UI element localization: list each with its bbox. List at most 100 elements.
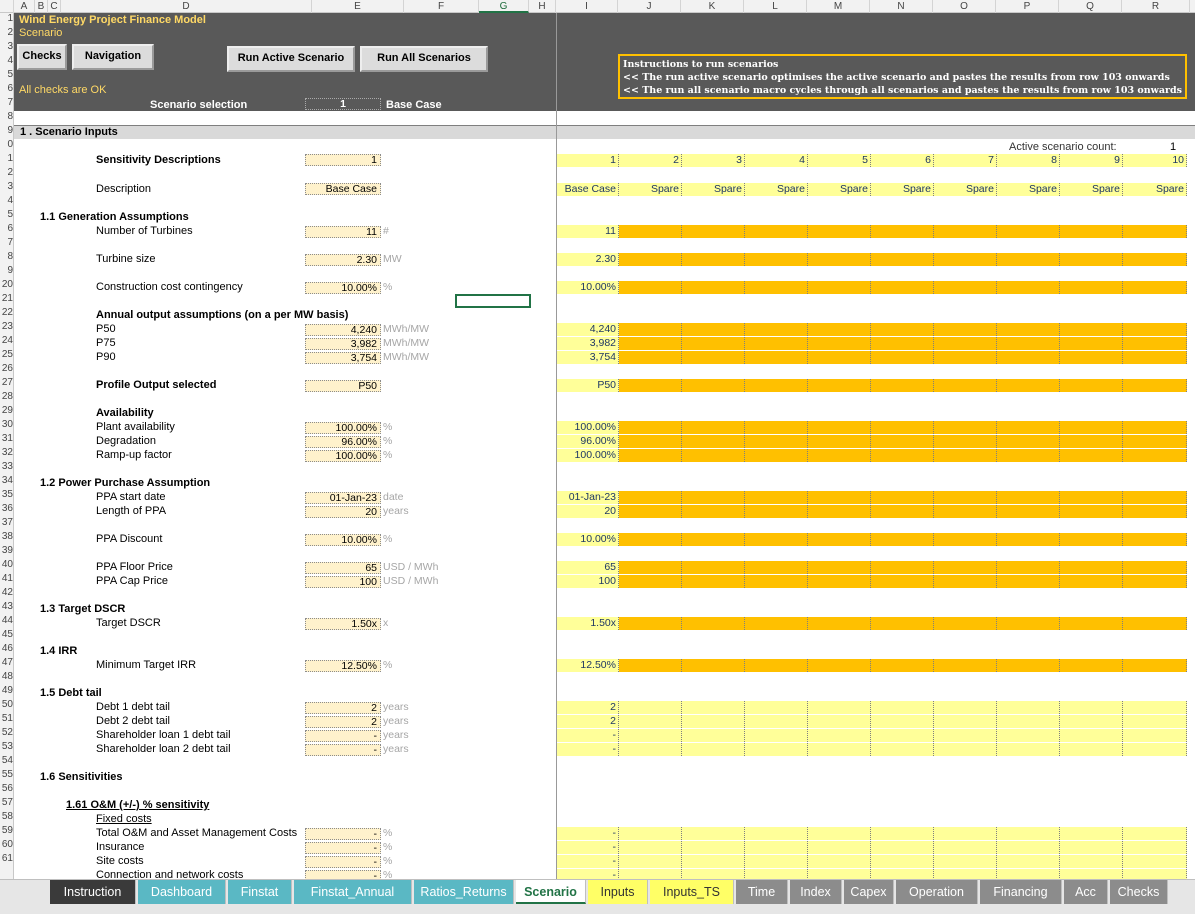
- p50-input[interactable]: 4,240: [305, 324, 381, 336]
- scenario-input-cell[interactable]: [619, 449, 682, 462]
- scenario-input-cell[interactable]: [619, 701, 682, 714]
- contingency-input[interactable]: 10.00%: [305, 282, 381, 294]
- scenario-input-cell[interactable]: [871, 435, 934, 448]
- column-header-p[interactable]: P: [996, 0, 1059, 13]
- column-header-d[interactable]: D: [61, 0, 312, 13]
- scenario-input-cell[interactable]: [808, 715, 871, 728]
- scenario-input-cell[interactable]: [871, 855, 934, 868]
- scenario-input-cell[interactable]: [619, 253, 682, 266]
- scenario-input-cell[interactable]: [619, 533, 682, 546]
- scenario-input-cell[interactable]: [745, 659, 808, 672]
- scenario-name-cell[interactable]: Spare: [808, 183, 871, 196]
- scenario-input-cell[interactable]: [1060, 435, 1123, 448]
- row-header[interactable]: 54: [1, 755, 13, 766]
- profile-scenario-cell[interactable]: P50: [557, 379, 619, 392]
- row-header[interactable]: 60: [1, 839, 13, 850]
- irr-scenario-cell[interactable]: 12.50%: [557, 659, 619, 672]
- scenario-input-cell[interactable]: [808, 337, 871, 350]
- scenario-input-cell[interactable]: [808, 659, 871, 672]
- row-header[interactable]: 22: [1, 307, 13, 318]
- column-header-m[interactable]: M: [807, 0, 870, 13]
- scenario-input-cell[interactable]: [808, 449, 871, 462]
- scenario-input-cell[interactable]: [619, 827, 682, 840]
- row-header[interactable]: 36: [1, 503, 13, 514]
- row-header[interactable]: 9: [7, 125, 13, 136]
- row-header[interactable]: 61: [1, 853, 13, 864]
- scenario-input-cell[interactable]: [682, 729, 745, 742]
- row-header[interactable]: 2: [7, 27, 13, 38]
- scenario-input-cell[interactable]: [934, 841, 997, 854]
- scenario-input-cell[interactable]: [619, 323, 682, 336]
- scenario-input-cell[interactable]: [934, 281, 997, 294]
- sh1-scenario-cell[interactable]: -: [557, 729, 619, 742]
- p50-scenario-cell[interactable]: 4,240: [557, 323, 619, 336]
- scenario-input-cell[interactable]: [1060, 491, 1123, 504]
- scenario-input-cell[interactable]: [745, 351, 808, 364]
- row-header[interactable]: 38: [1, 531, 13, 542]
- scenario-input-cell[interactable]: [1060, 449, 1123, 462]
- scenario-input-cell[interactable]: [1060, 841, 1123, 854]
- row-header[interactable]: 4: [7, 195, 13, 206]
- scenario-input-cell[interactable]: [808, 379, 871, 392]
- row-header[interactable]: 8: [7, 111, 13, 122]
- scenario-input-cell[interactable]: [808, 827, 871, 840]
- column-header-b[interactable]: B: [35, 0, 48, 13]
- rampup-input[interactable]: 100.00%: [305, 450, 381, 462]
- column-header-f[interactable]: F: [404, 0, 479, 13]
- scenario-input-cell[interactable]: [934, 379, 997, 392]
- scenario-input-cell[interactable]: [1060, 659, 1123, 672]
- scenario-input-cell[interactable]: [871, 659, 934, 672]
- scenario-input-cell[interactable]: [619, 561, 682, 574]
- scenario-name-cell[interactable]: Spare: [997, 183, 1060, 196]
- scenario-input-cell[interactable]: [997, 701, 1060, 714]
- scenario-input-cell[interactable]: [871, 337, 934, 350]
- column-header-o[interactable]: O: [933, 0, 996, 13]
- scenario-input-cell[interactable]: [1123, 841, 1187, 854]
- row-header[interactable]: 3: [7, 181, 13, 192]
- site-input[interactable]: -: [305, 856, 381, 868]
- scenario-input-cell[interactable]: [619, 225, 682, 238]
- ppa-cap-scenario-cell[interactable]: 100: [557, 575, 619, 588]
- scenario-input-cell[interactable]: [1060, 323, 1123, 336]
- scenario-input-cell[interactable]: [1123, 533, 1187, 546]
- scenario-input-cell[interactable]: [808, 617, 871, 630]
- ppa-cap-input[interactable]: 100: [305, 576, 381, 588]
- select-all-corner[interactable]: [0, 0, 14, 13]
- scenario-input-cell[interactable]: [1123, 421, 1187, 434]
- row-header[interactable]: 49: [1, 685, 13, 696]
- ppa-discount-input[interactable]: 10.00%: [305, 534, 381, 546]
- scenario-input-cell[interactable]: [1060, 855, 1123, 868]
- row-header[interactable]: 29: [1, 405, 13, 416]
- scenario-input-cell[interactable]: [745, 505, 808, 518]
- run-all-scenarios-button[interactable]: Run All Scenarios: [360, 46, 488, 72]
- scenario-input-cell[interactable]: [619, 435, 682, 448]
- scenario-input-cell[interactable]: [997, 617, 1060, 630]
- turbines-scenario-cell[interactable]: 11: [557, 225, 619, 238]
- scenario-input-cell[interactable]: [934, 323, 997, 336]
- scenario-input-cell[interactable]: [745, 841, 808, 854]
- scenario-input-cell[interactable]: [997, 855, 1060, 868]
- scenario-input-cell[interactable]: [1060, 729, 1123, 742]
- scenario-name-cell[interactable]: Spare: [934, 183, 997, 196]
- scenario-input-cell[interactable]: [871, 617, 934, 630]
- scenario-input-cell[interactable]: [871, 701, 934, 714]
- scenario-input-cell[interactable]: [997, 841, 1060, 854]
- row-header[interactable]: 5: [7, 69, 13, 80]
- scenario-input-cell[interactable]: [682, 715, 745, 728]
- plant-avail-scenario-cell[interactable]: 100.00%: [557, 421, 619, 434]
- scenario-input-cell[interactable]: [808, 281, 871, 294]
- scenario-input-cell[interactable]: [808, 505, 871, 518]
- site-scenario-cell[interactable]: -: [557, 855, 619, 868]
- ppa-length-input[interactable]: 20: [305, 506, 381, 518]
- scenario-input-cell[interactable]: [619, 715, 682, 728]
- ppa-start-input[interactable]: 01-Jan-23: [305, 492, 381, 504]
- scenario-input-cell[interactable]: [619, 379, 682, 392]
- row-header[interactable]: 9: [7, 265, 13, 276]
- scenario-input-cell[interactable]: [997, 225, 1060, 238]
- row-header[interactable]: 27: [1, 377, 13, 388]
- row-header[interactable]: 52: [1, 727, 13, 738]
- scenario-input-cell[interactable]: [682, 323, 745, 336]
- column-header-i[interactable]: I: [556, 0, 618, 13]
- scenario-input-cell[interactable]: [745, 869, 808, 882]
- row-header[interactable]: 31: [1, 433, 13, 444]
